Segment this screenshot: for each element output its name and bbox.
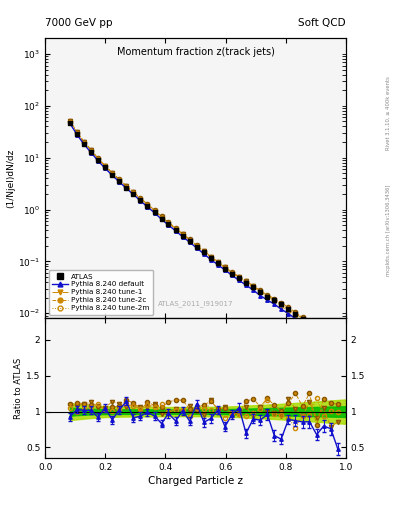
Text: Soft QCD: Soft QCD: [298, 18, 346, 28]
Y-axis label: (1/Njel)dN/dz: (1/Njel)dN/dz: [6, 148, 15, 208]
Text: Momentum fraction z(track jets): Momentum fraction z(track jets): [117, 47, 274, 57]
Text: ATLAS_2011_I919017: ATLAS_2011_I919017: [158, 301, 233, 307]
X-axis label: Charged Particle z: Charged Particle z: [148, 476, 243, 486]
Legend: ATLAS, Pythia 8.240 default, Pythia 8.240 tune-1, Pythia 8.240 tune-2c, Pythia 8: ATLAS, Pythia 8.240 default, Pythia 8.24…: [49, 270, 153, 315]
Y-axis label: Ratio to ATLAS: Ratio to ATLAS: [14, 358, 23, 419]
Text: 7000 GeV pp: 7000 GeV pp: [45, 18, 113, 28]
Text: Rivet 3.1.10, ≥ 400k events: Rivet 3.1.10, ≥ 400k events: [386, 76, 391, 150]
Text: mcplots.cern.ch [arXiv:1306.3436]: mcplots.cern.ch [arXiv:1306.3436]: [386, 185, 391, 276]
